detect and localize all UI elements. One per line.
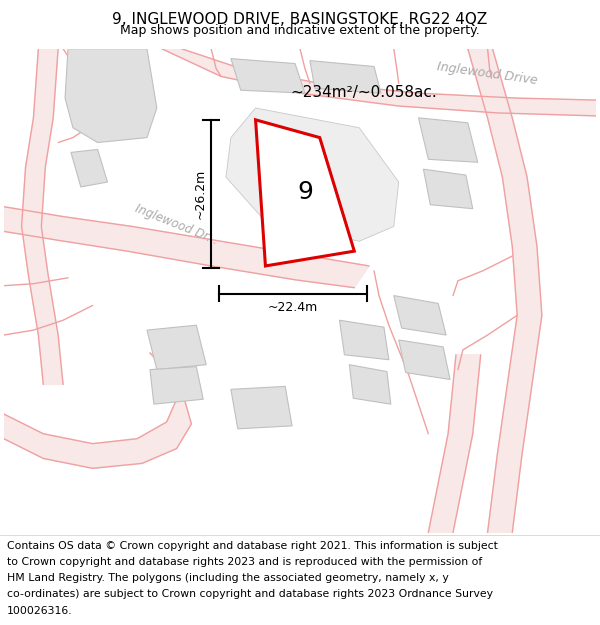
Text: 9: 9 [297,180,313,204]
Text: co-ordinates) are subject to Crown copyright and database rights 2023 Ordnance S: co-ordinates) are subject to Crown copyr… [7,589,493,599]
Text: to Crown copyright and database rights 2023 and is reproduced with the permissio: to Crown copyright and database rights 2… [7,557,482,567]
Polygon shape [4,353,191,468]
Polygon shape [424,169,473,209]
Polygon shape [340,320,389,360]
Polygon shape [71,149,107,187]
Text: Inglewood Drive: Inglewood Drive [436,60,539,87]
Polygon shape [394,296,446,335]
Text: ~26.2m: ~26.2m [193,169,206,219]
Polygon shape [162,49,596,116]
Polygon shape [399,340,450,379]
Text: Contains OS data © Crown copyright and database right 2021. This information is : Contains OS data © Crown copyright and d… [7,541,498,551]
Text: 100026316.: 100026316. [7,606,73,616]
Polygon shape [428,355,481,532]
Polygon shape [231,59,305,93]
Text: ~234m²/~0.058ac.: ~234m²/~0.058ac. [290,85,437,100]
Polygon shape [226,108,399,241]
Polygon shape [349,364,391,404]
Polygon shape [310,61,381,93]
Text: 9, INGLEWOOD DRIVE, BASINGSTOKE, RG22 4QZ: 9, INGLEWOOD DRIVE, BASINGSTOKE, RG22 4Q… [112,12,488,27]
Text: Inglewood Dr...: Inglewood Dr... [133,202,220,247]
Text: HM Land Registry. The polygons (including the associated geometry, namely x, y: HM Land Registry. The polygons (includin… [7,573,449,583]
Polygon shape [22,49,63,384]
Polygon shape [65,49,157,142]
Polygon shape [231,386,292,429]
Polygon shape [147,325,206,369]
Polygon shape [256,120,354,266]
Text: Map shows position and indicative extent of the property.: Map shows position and indicative extent… [120,24,480,36]
Polygon shape [418,118,478,162]
Polygon shape [468,49,542,532]
Polygon shape [4,207,369,288]
Text: ~22.4m: ~22.4m [268,301,318,314]
Polygon shape [150,367,203,404]
